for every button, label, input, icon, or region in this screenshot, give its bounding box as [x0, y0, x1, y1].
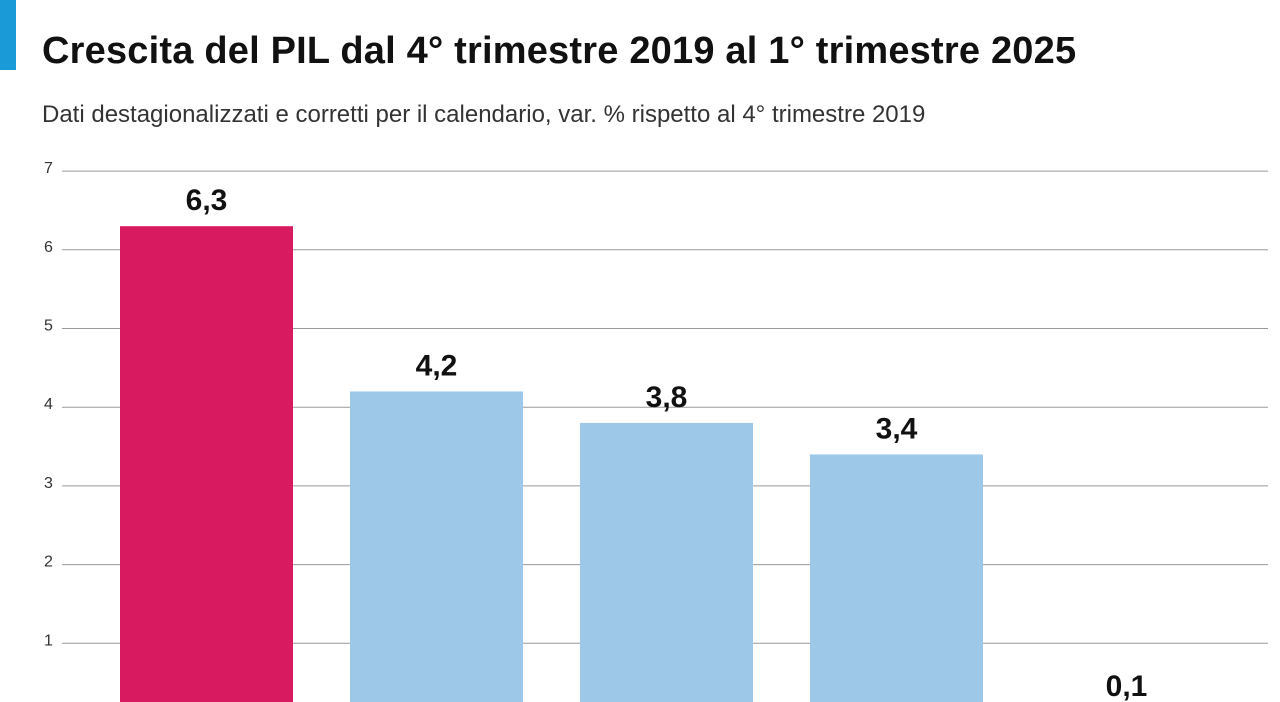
data-label-2: 4,2 [416, 349, 458, 382]
bar-2 [350, 391, 523, 702]
y-tick-label: 7 [44, 160, 53, 177]
data-label-1: 6,3 [186, 184, 228, 217]
bars [120, 226, 983, 702]
bar-3 [580, 422, 753, 702]
bar-1 [120, 226, 293, 702]
y-tick-label: 5 [44, 318, 53, 335]
y-tick-label: 2 [44, 554, 53, 571]
data-label-5: 0,1 [1106, 670, 1148, 702]
y-tick-label: 4 [44, 396, 53, 413]
bar-4 [810, 454, 983, 702]
chart-subtitle: Dati destagionalizzati e corretti per il… [42, 101, 926, 128]
y-tick-label: 6 [44, 239, 53, 256]
accent-bar [0, 0, 16, 70]
data-labels: 6,3 4,2 3,8 3,4 0,1 [186, 184, 1148, 702]
y-tick-label: 1 [44, 632, 53, 649]
chart-title: Crescita del PIL dal 4° trimestre 2019 a… [42, 30, 1077, 72]
data-label-3: 3,8 [646, 381, 688, 414]
data-label-4: 3,4 [876, 412, 918, 445]
y-tick-label: 3 [44, 475, 53, 492]
